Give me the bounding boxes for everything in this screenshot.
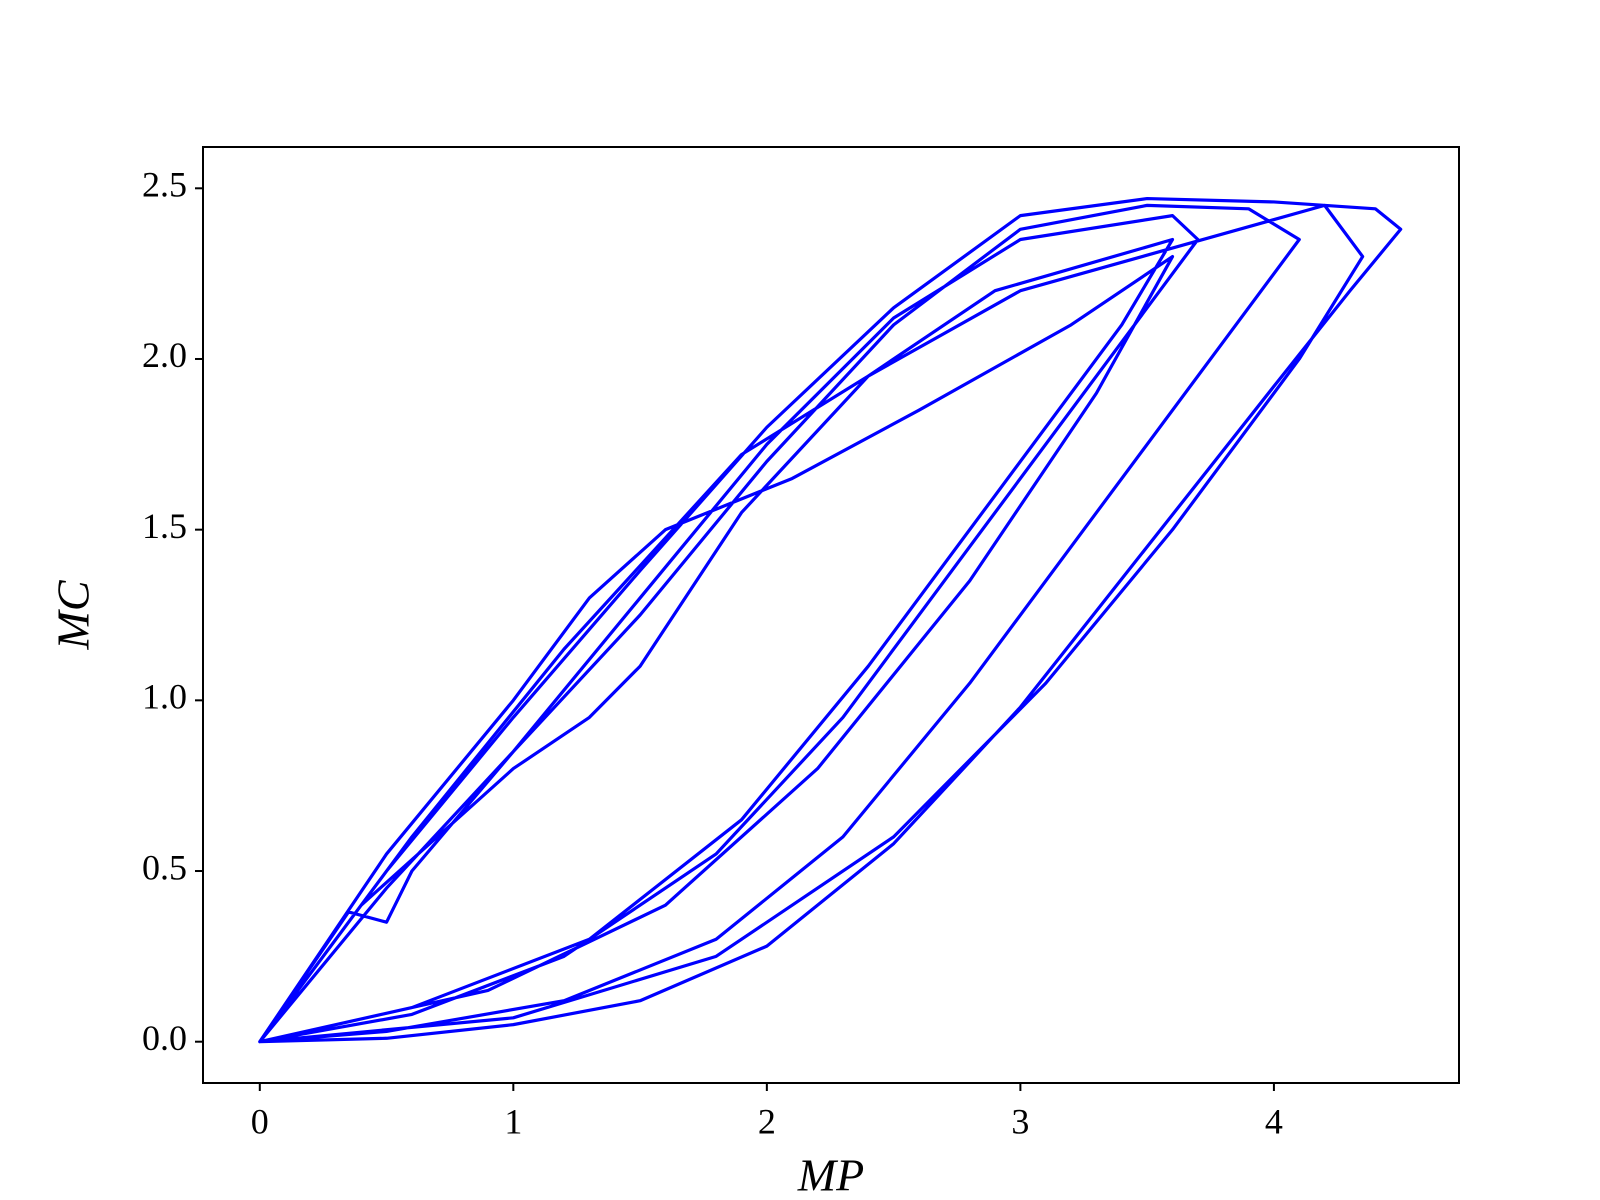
y-tick-label: 1.0 xyxy=(142,677,187,717)
y-tick-label: 0.0 xyxy=(142,1018,187,1058)
x-tick-label: 4 xyxy=(1265,1101,1283,1141)
y-axis-label: MC xyxy=(48,579,99,650)
x-tick-label: 1 xyxy=(504,1101,522,1141)
y-tick-label: 1.5 xyxy=(142,506,187,546)
y-tick-label: 2.5 xyxy=(142,165,187,205)
x-tick-label: 2 xyxy=(758,1101,776,1141)
y-tick-label: 0.5 xyxy=(142,847,187,887)
x-tick-label: 3 xyxy=(1011,1101,1029,1141)
y-tick-label: 2.0 xyxy=(142,335,187,375)
data-line xyxy=(258,196,1403,1044)
plot-frame xyxy=(202,146,1460,1084)
x-axis-label: MP xyxy=(797,1150,864,1200)
x-tick-label: 0 xyxy=(251,1101,269,1141)
